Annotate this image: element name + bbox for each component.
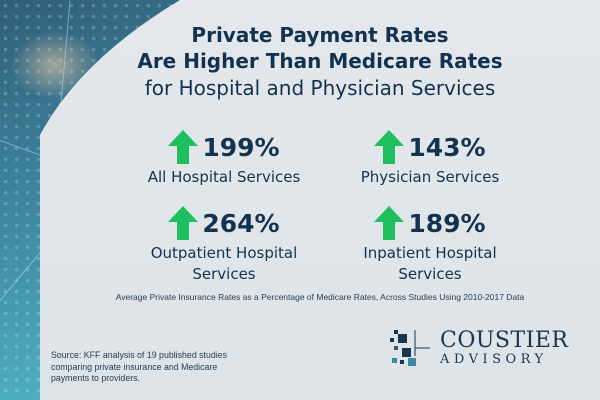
stat-label: Inpatient Hospital [363, 244, 497, 262]
logo-name: COUSTIER [440, 328, 569, 353]
stat-value: 264% [202, 208, 280, 238]
stat-label-line-2: Services [398, 265, 462, 283]
logo-mark-icon [390, 330, 430, 366]
stat-label-line-2: Services [192, 265, 256, 283]
stat-all-hospital-services: 199% All Hospital Services [124, 127, 324, 188]
up-arrow-icon [374, 130, 405, 164]
stat-label: Outpatient Hospital [150, 244, 298, 262]
stat-inpatient-hospital-services: 189% Inpatient Hospital Services [330, 203, 530, 285]
stat-physician-services: 143% Physician Services [330, 127, 530, 188]
footnote: Average Private Insurance Rates as a Per… [115, 292, 525, 302]
stat-outpatient-hospital-services: 264% Outpatient Hospital Services [124, 203, 324, 285]
up-arrow-icon [168, 130, 199, 164]
title-line-2: Are Higher Than Medicare Rates [137, 49, 503, 73]
logo-subtitle: ADVISORY [440, 352, 548, 367]
content-panel [40, 0, 600, 400]
source-citation: Source: KFF analysis of 19 published stu… [51, 350, 251, 385]
coustier-advisory-logo: COUSTIER ADVISORY [388, 328, 568, 370]
stat-value: 199% [202, 132, 280, 162]
stat-label: All Hospital Services [147, 168, 301, 186]
page-title: Private Payment Rates Are Higher Than Me… [40, 22, 600, 102]
stat-value: 189% [408, 208, 486, 238]
source-line-3: payments to providers. [51, 373, 140, 383]
up-arrow-icon [168, 206, 199, 240]
stat-value: 143% [408, 132, 486, 162]
stat-label: Physician Services [360, 168, 500, 186]
up-arrow-icon [374, 206, 405, 240]
source-line-1: Source: KFF analysis of 19 published stu… [51, 350, 228, 360]
title-line-3: for Hospital and Physician Services [144, 76, 496, 100]
source-line-2: comparing private insurance and Medicare [51, 361, 218, 372]
title-line-1: Private Payment Rates [191, 23, 449, 47]
